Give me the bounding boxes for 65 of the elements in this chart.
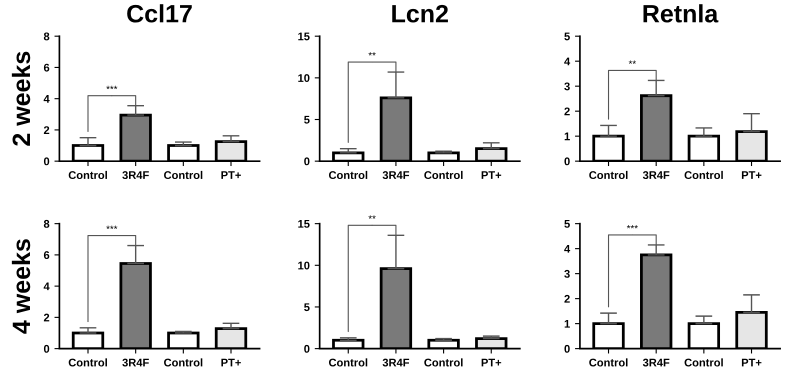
x-tick-label: Control — [68, 358, 107, 366]
y-tick-label: 1 — [564, 132, 570, 140]
y-tick-label: 15 — [298, 32, 310, 40]
y-tick-label: 3 — [564, 82, 570, 90]
annotation: *** — [106, 86, 118, 90]
y-tick-label: 6 — [44, 64, 50, 72]
y-tick-label: 10 — [298, 74, 310, 82]
y-tick-label: 8 — [44, 220, 50, 228]
y-tick-label: 5 — [304, 116, 310, 124]
chart-title: Retnla — [643, 4, 718, 23]
annotation: ** — [368, 52, 376, 56]
y-tick-label: 4 — [564, 58, 570, 66]
x-tick-label: Control — [684, 358, 723, 366]
x-tick-label: 3R4F — [382, 358, 410, 367]
x-tick-label: Control — [68, 170, 107, 180]
x-tick-label: PT+ — [221, 358, 241, 366]
x-tick-label: Control — [589, 358, 628, 366]
y-tick-label: 2 — [564, 107, 570, 116]
x-tick-label: PT+ — [742, 358, 762, 366]
y-tick-label: 0 — [304, 344, 310, 353]
annotation: *** — [626, 224, 638, 228]
x-tick-label: Control — [328, 358, 368, 366]
chart-title: Lcn2 — [392, 4, 448, 23]
x-tick-label: Control — [684, 170, 723, 180]
y-tick-label: 5 — [564, 32, 570, 40]
annotation: ** — [628, 60, 636, 64]
x-tick-label: PT+ — [221, 171, 241, 179]
y-tick-label: 10 — [298, 262, 310, 270]
x-tick-label: 3R4F — [382, 171, 410, 180]
y-tick-label: 4 — [564, 245, 570, 253]
y-tick-label: 15 — [298, 220, 310, 228]
y-axis-title: 2 weeks — [12, 52, 30, 146]
x-tick-label: 3R4F — [642, 358, 670, 367]
x-tick-label: Control — [164, 170, 202, 180]
y-tick-label: 5 — [564, 220, 570, 228]
y-tick-label: 8 — [44, 32, 50, 40]
y-tick-label: 3 — [564, 270, 570, 278]
y-axis-title: 4 weeks — [12, 239, 30, 334]
x-tick-label: PT+ — [482, 358, 502, 366]
y-tick-label: 0 — [304, 157, 310, 166]
x-tick-label: 3R4F — [642, 171, 670, 180]
chart-title: Ccl17 — [127, 4, 192, 23]
y-tick-label: 6 — [44, 251, 50, 260]
y-tick-label: 4 — [44, 95, 50, 103]
x-tick-label: Control — [589, 170, 628, 180]
y-tick-label: 0 — [564, 157, 570, 166]
x-tick-label: PT+ — [482, 171, 502, 179]
x-tick-label: Control — [328, 170, 368, 180]
y-tick-label: 2 — [44, 314, 50, 322]
y-tick-label: 4 — [44, 282, 50, 290]
y-tick-label: 0 — [44, 344, 50, 353]
x-tick-label: 3R4F — [122, 358, 149, 367]
y-tick-label: 2 — [564, 294, 570, 303]
x-tick-label: 3R4F — [122, 171, 149, 180]
y-tick-label: 1 — [564, 320, 570, 328]
y-tick-label: 5 — [304, 303, 310, 312]
y-tick-label: 0 — [44, 157, 50, 166]
annotation: ** — [368, 215, 376, 219]
x-tick-label: PT+ — [742, 171, 762, 179]
y-tick-label: 0 — [564, 344, 570, 353]
y-tick-label: 2 — [44, 126, 50, 134]
x-tick-label: Control — [424, 170, 463, 180]
x-tick-label: Control — [424, 358, 463, 366]
x-tick-label: Control — [164, 358, 202, 366]
annotation: *** — [106, 226, 118, 229]
